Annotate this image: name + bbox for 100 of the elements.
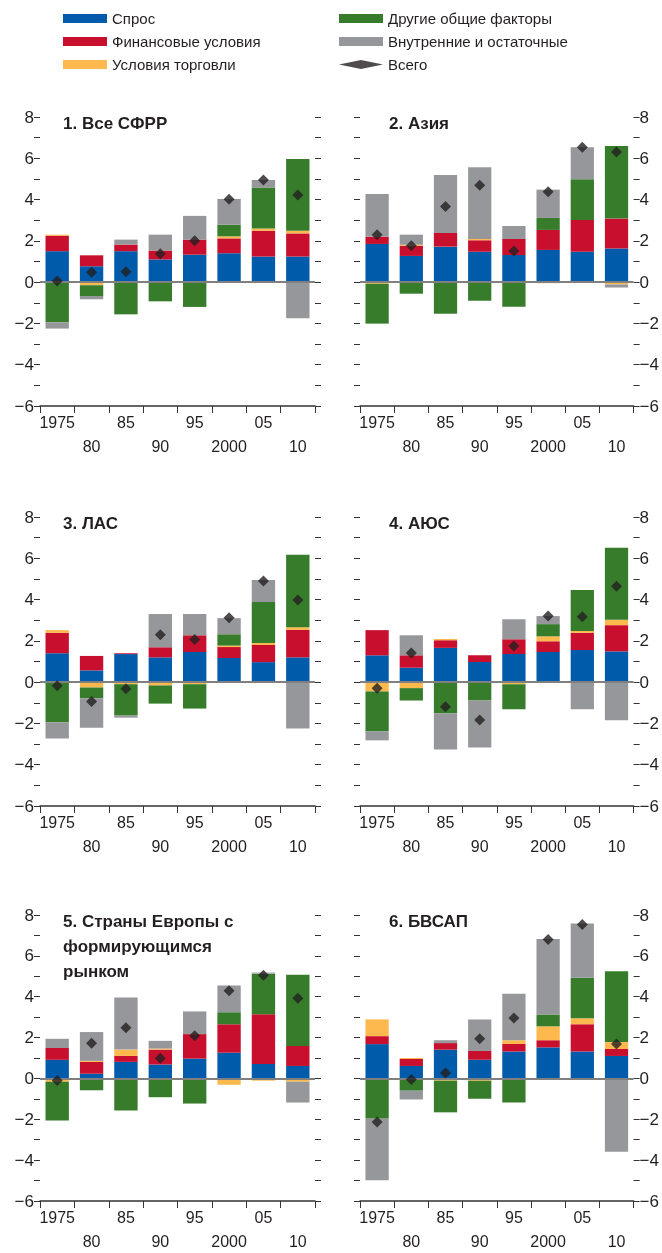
chart-title: 3. ЛАС — [63, 514, 118, 533]
y-tick-label: −2 — [14, 713, 34, 733]
x-tick-label: 1975 — [39, 1208, 76, 1226]
x-tick-label: 10 — [288, 437, 307, 455]
x-tick-label: 2000 — [530, 1232, 567, 1250]
chart-title: 1. Все СФРР — [63, 114, 168, 133]
y-tick-label: 8 — [639, 107, 650, 127]
y-tick-label: 2 — [24, 231, 34, 251]
y-tick-label: 4 — [639, 987, 650, 1007]
y-tick-label: −2 — [639, 1109, 660, 1129]
y-tick-label: −4 — [14, 1150, 34, 1170]
x-tick-label: 2000 — [530, 437, 567, 455]
x-tick-label: 2000 — [211, 437, 247, 455]
y-tick-label: −4 — [639, 1150, 660, 1170]
x-tick-label: 90 — [470, 1232, 489, 1250]
y-tick-label: 4 — [24, 190, 34, 210]
x-tick-label: 95 — [185, 813, 204, 831]
y-tick-label: 2 — [24, 631, 34, 651]
x-tick-label: 95 — [505, 813, 523, 831]
x-tick-label: 10 — [288, 1232, 307, 1250]
x-tick-label: 80 — [82, 437, 101, 455]
y-tick-label: 0 — [24, 1068, 34, 1088]
x-tick-label: 80 — [82, 837, 101, 855]
x-tick-label: 80 — [402, 1232, 421, 1250]
x-tick-label: 10 — [607, 1232, 626, 1250]
y-tick-label: 0 — [639, 1068, 650, 1088]
y-tick-label: 4 — [639, 190, 650, 210]
x-tick-label: 1975 — [39, 813, 76, 831]
y-tick-label: 6 — [639, 548, 650, 568]
y-tick-label: 0 — [639, 672, 650, 692]
x-tick-label: 90 — [151, 1232, 170, 1250]
x-tick-label: 95 — [505, 1208, 523, 1226]
x-tick-label: 80 — [82, 1232, 101, 1250]
y-tick-label: −6 — [14, 396, 34, 416]
x-tick-label: 95 — [505, 413, 523, 431]
y-tick-label: −2 — [639, 313, 660, 333]
y-tick-label: 6 — [24, 946, 34, 966]
x-tick-label: 85 — [436, 1208, 455, 1226]
x-tick-label: 85 — [436, 813, 455, 831]
y-tick-label: 8 — [24, 107, 34, 127]
x-tick-label: 05 — [254, 813, 273, 831]
legend-label: Внутренние и остаточные — [388, 33, 568, 50]
x-tick-label: 95 — [185, 413, 204, 431]
y-tick-label: 8 — [639, 507, 650, 527]
y-tick-label: −2 — [639, 713, 660, 733]
y-tick-label: −6 — [639, 396, 660, 416]
x-tick-label: 2000 — [211, 837, 247, 855]
y-tick-label: 8 — [24, 507, 34, 527]
x-tick-label: 10 — [607, 837, 626, 855]
x-tick-label: 10 — [607, 437, 626, 455]
chart-title: 2. Азия — [389, 114, 449, 133]
y-tick-label: −6 — [14, 796, 34, 816]
y-tick-label: 0 — [24, 272, 34, 292]
x-tick-label: 90 — [151, 837, 170, 855]
y-tick-label: −4 — [639, 355, 660, 375]
y-tick-label: 6 — [24, 148, 34, 168]
y-tick-label: 6 — [24, 548, 34, 568]
y-tick-label: 2 — [24, 1028, 34, 1048]
y-tick-label: −2 — [14, 313, 34, 333]
y-tick-label: 8 — [639, 905, 650, 925]
x-tick-label: 85 — [436, 413, 455, 431]
x-tick-label: 05 — [573, 813, 592, 831]
x-tick-label: 1975 — [359, 1208, 395, 1226]
legend-label: Другие общие факторы — [388, 10, 552, 27]
y-tick-label: −4 — [639, 755, 660, 775]
x-tick-label: 95 — [185, 1208, 204, 1226]
x-tick-label: 05 — [254, 1208, 273, 1226]
x-tick-label: 90 — [470, 437, 489, 455]
x-tick-label: 05 — [573, 1208, 592, 1226]
x-tick-label: 85 — [117, 813, 135, 831]
y-tick-label: 2 — [639, 631, 650, 651]
x-tick-label: 90 — [151, 437, 170, 455]
y-tick-label: 0 — [639, 272, 650, 292]
x-tick-label: 05 — [254, 413, 273, 431]
chart-title: 6. БВСАП — [389, 912, 468, 931]
x-tick-label: 2000 — [530, 837, 567, 855]
y-tick-label: −6 — [639, 796, 660, 816]
y-tick-label: 0 — [24, 672, 34, 692]
x-tick-label: 85 — [117, 413, 135, 431]
legend-label: Условия торговли — [112, 56, 236, 73]
y-tick-label: 2 — [639, 231, 650, 251]
y-tick-label: −6 — [639, 1191, 660, 1211]
x-tick-label: 80 — [402, 837, 421, 855]
y-tick-label: 4 — [24, 590, 34, 610]
legend-label: Финансовые условия — [112, 33, 261, 50]
x-tick-label: 10 — [288, 837, 307, 855]
legend-label: Спрос — [112, 10, 156, 27]
x-tick-label: 85 — [117, 1208, 135, 1226]
x-tick-label: 2000 — [211, 1232, 247, 1250]
y-tick-label: 2 — [639, 1028, 650, 1048]
x-tick-label: 05 — [573, 413, 592, 431]
chart-title: 4. АЮС — [389, 514, 450, 533]
x-tick-label: 90 — [470, 837, 489, 855]
y-tick-label: 4 — [24, 987, 34, 1007]
y-tick-label: −6 — [14, 1191, 34, 1211]
y-tick-label: −4 — [14, 355, 34, 375]
y-tick-label: 4 — [639, 590, 650, 610]
legend-label: Всего — [388, 56, 428, 73]
x-tick-label: 1975 — [359, 413, 395, 431]
y-tick-label: 6 — [639, 148, 650, 168]
